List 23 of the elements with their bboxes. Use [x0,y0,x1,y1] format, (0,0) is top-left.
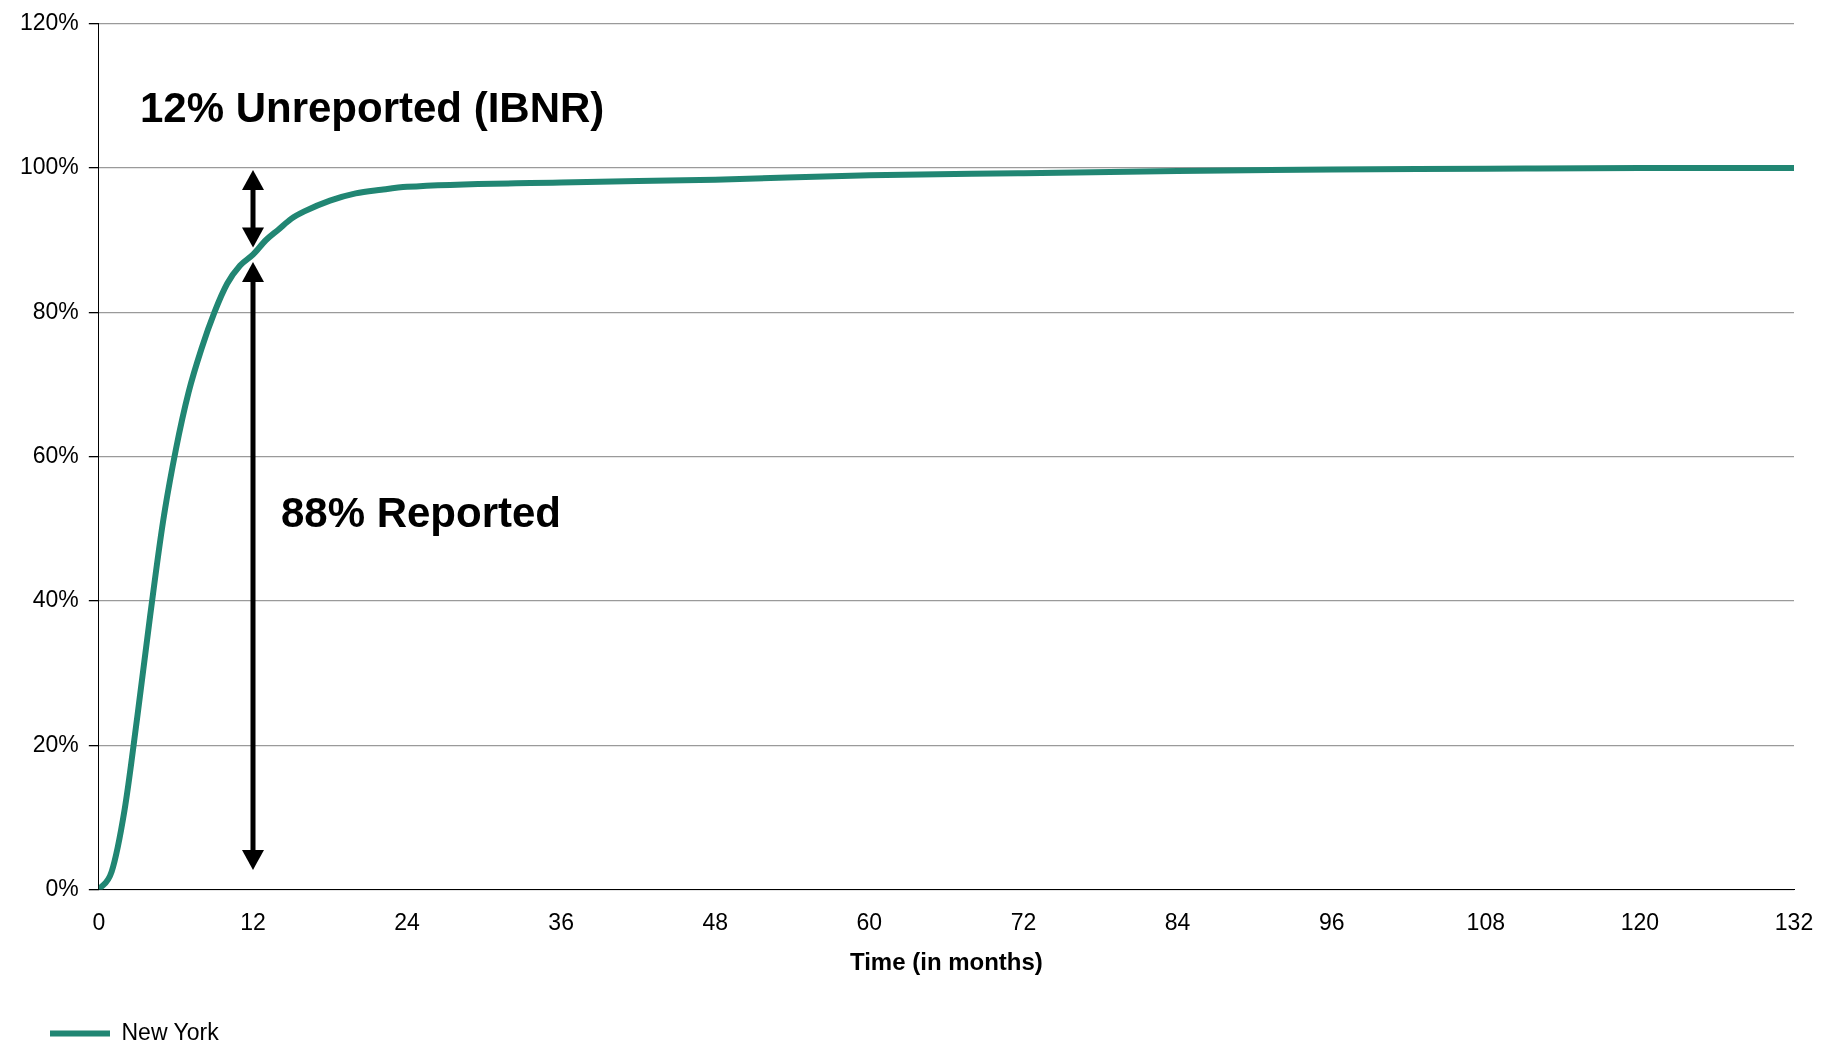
y-tick-label: 20% [32,730,79,757]
x-tick-label: 12 [240,908,266,935]
x-axis-title: Time (in months) [849,948,1043,976]
y-tick-label: 40% [32,586,79,613]
y-tick-label: 120% [20,9,79,36]
annotation: 12% Unreported (IBNR) [139,83,605,131]
annotation: 88% Reported [280,488,562,536]
y-tick-label: 60% [32,442,79,469]
y-tick-label: 80% [32,297,79,324]
x-tick-label: 24 [394,908,421,935]
x-tick-label: 36 [548,908,574,935]
x-tick-label: 60 [856,908,883,935]
x-tick-label: 96 [1318,908,1345,935]
x-tick-label: 48 [702,908,729,935]
legend-label: New York [121,1018,220,1045]
x-tick-label: 120 [1620,908,1660,935]
x-tick-label: 72 [1010,908,1037,935]
x-tick-label: 0 [92,908,106,935]
y-tick-label: 0% [45,874,79,901]
y-tick-label: 100% [20,153,79,180]
x-tick-label: 132 [1774,908,1814,935]
x-tick-label: 108 [1466,908,1505,935]
x-tick-label: 84 [1164,908,1191,935]
